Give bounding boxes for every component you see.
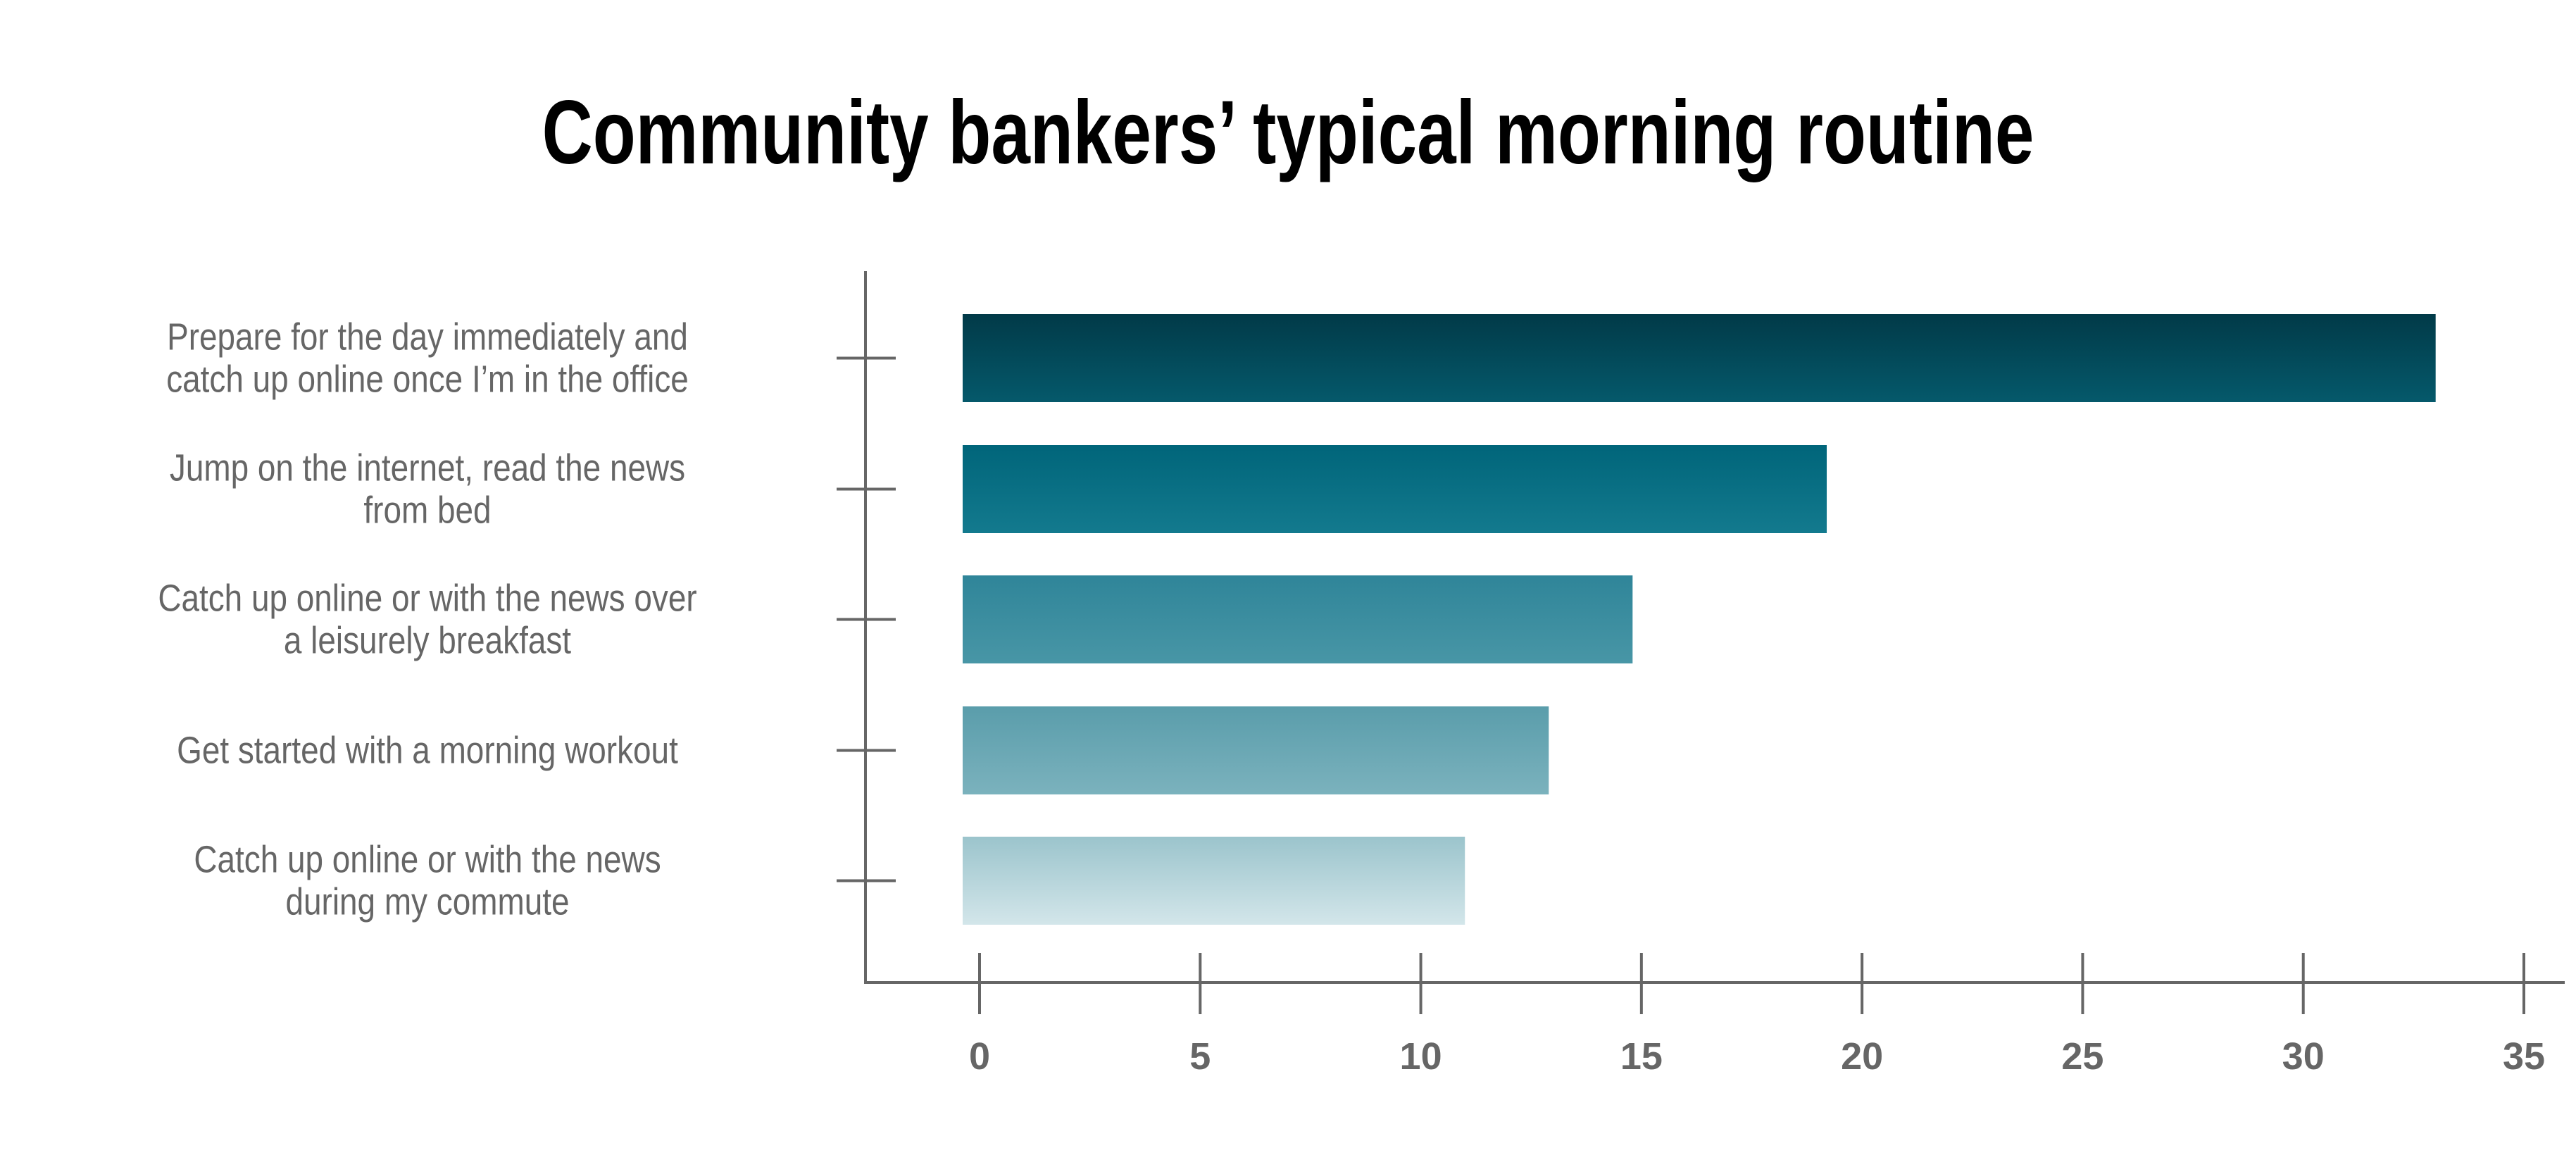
x-tick-label: 0 xyxy=(969,1035,990,1078)
x-tick-label: 30 xyxy=(2282,1035,2325,1078)
chart-title: Community bankers’ typical morning routi… xyxy=(542,82,2034,183)
bar xyxy=(963,706,1549,794)
x-tick-label: 15 xyxy=(1620,1035,1663,1078)
category-label: Jump on the internet, read the news from … xyxy=(170,447,685,531)
x-tick-label: 35 xyxy=(2503,1035,2545,1078)
category-label-line: from bed xyxy=(363,489,491,531)
category-label: Get started with a morning workout xyxy=(177,729,678,771)
category-label-line: Prepare for the day immediately and xyxy=(167,316,688,358)
category-label-line: catch up online once I’m in the office xyxy=(166,358,689,400)
category-label-line: during my commute xyxy=(285,880,569,923)
category-label-line: Get started with a morning workout xyxy=(177,729,678,771)
category-label-line: Catch up online or with the news xyxy=(194,838,661,880)
bar xyxy=(963,575,1633,663)
bar xyxy=(963,837,1465,925)
x-tick-label: 10 xyxy=(1400,1035,1442,1078)
category-label-line: Catch up online or with the news over xyxy=(158,577,696,619)
bar xyxy=(963,445,1827,533)
category-label: Prepare for the day immediately and catch… xyxy=(166,316,689,400)
x-tick-label: 25 xyxy=(2061,1035,2103,1078)
category-label: Catch up online or with the news over a l… xyxy=(158,577,696,661)
category-label-line: Jump on the internet, read the news xyxy=(170,447,685,489)
x-tick-label: 5 xyxy=(1189,1035,1211,1078)
bar xyxy=(963,314,2436,402)
x-tick-label: 20 xyxy=(1841,1035,1883,1078)
category-label-line: a leisurely breakfast xyxy=(284,619,571,661)
category-label: Catch up online or with the news during m… xyxy=(194,838,661,923)
